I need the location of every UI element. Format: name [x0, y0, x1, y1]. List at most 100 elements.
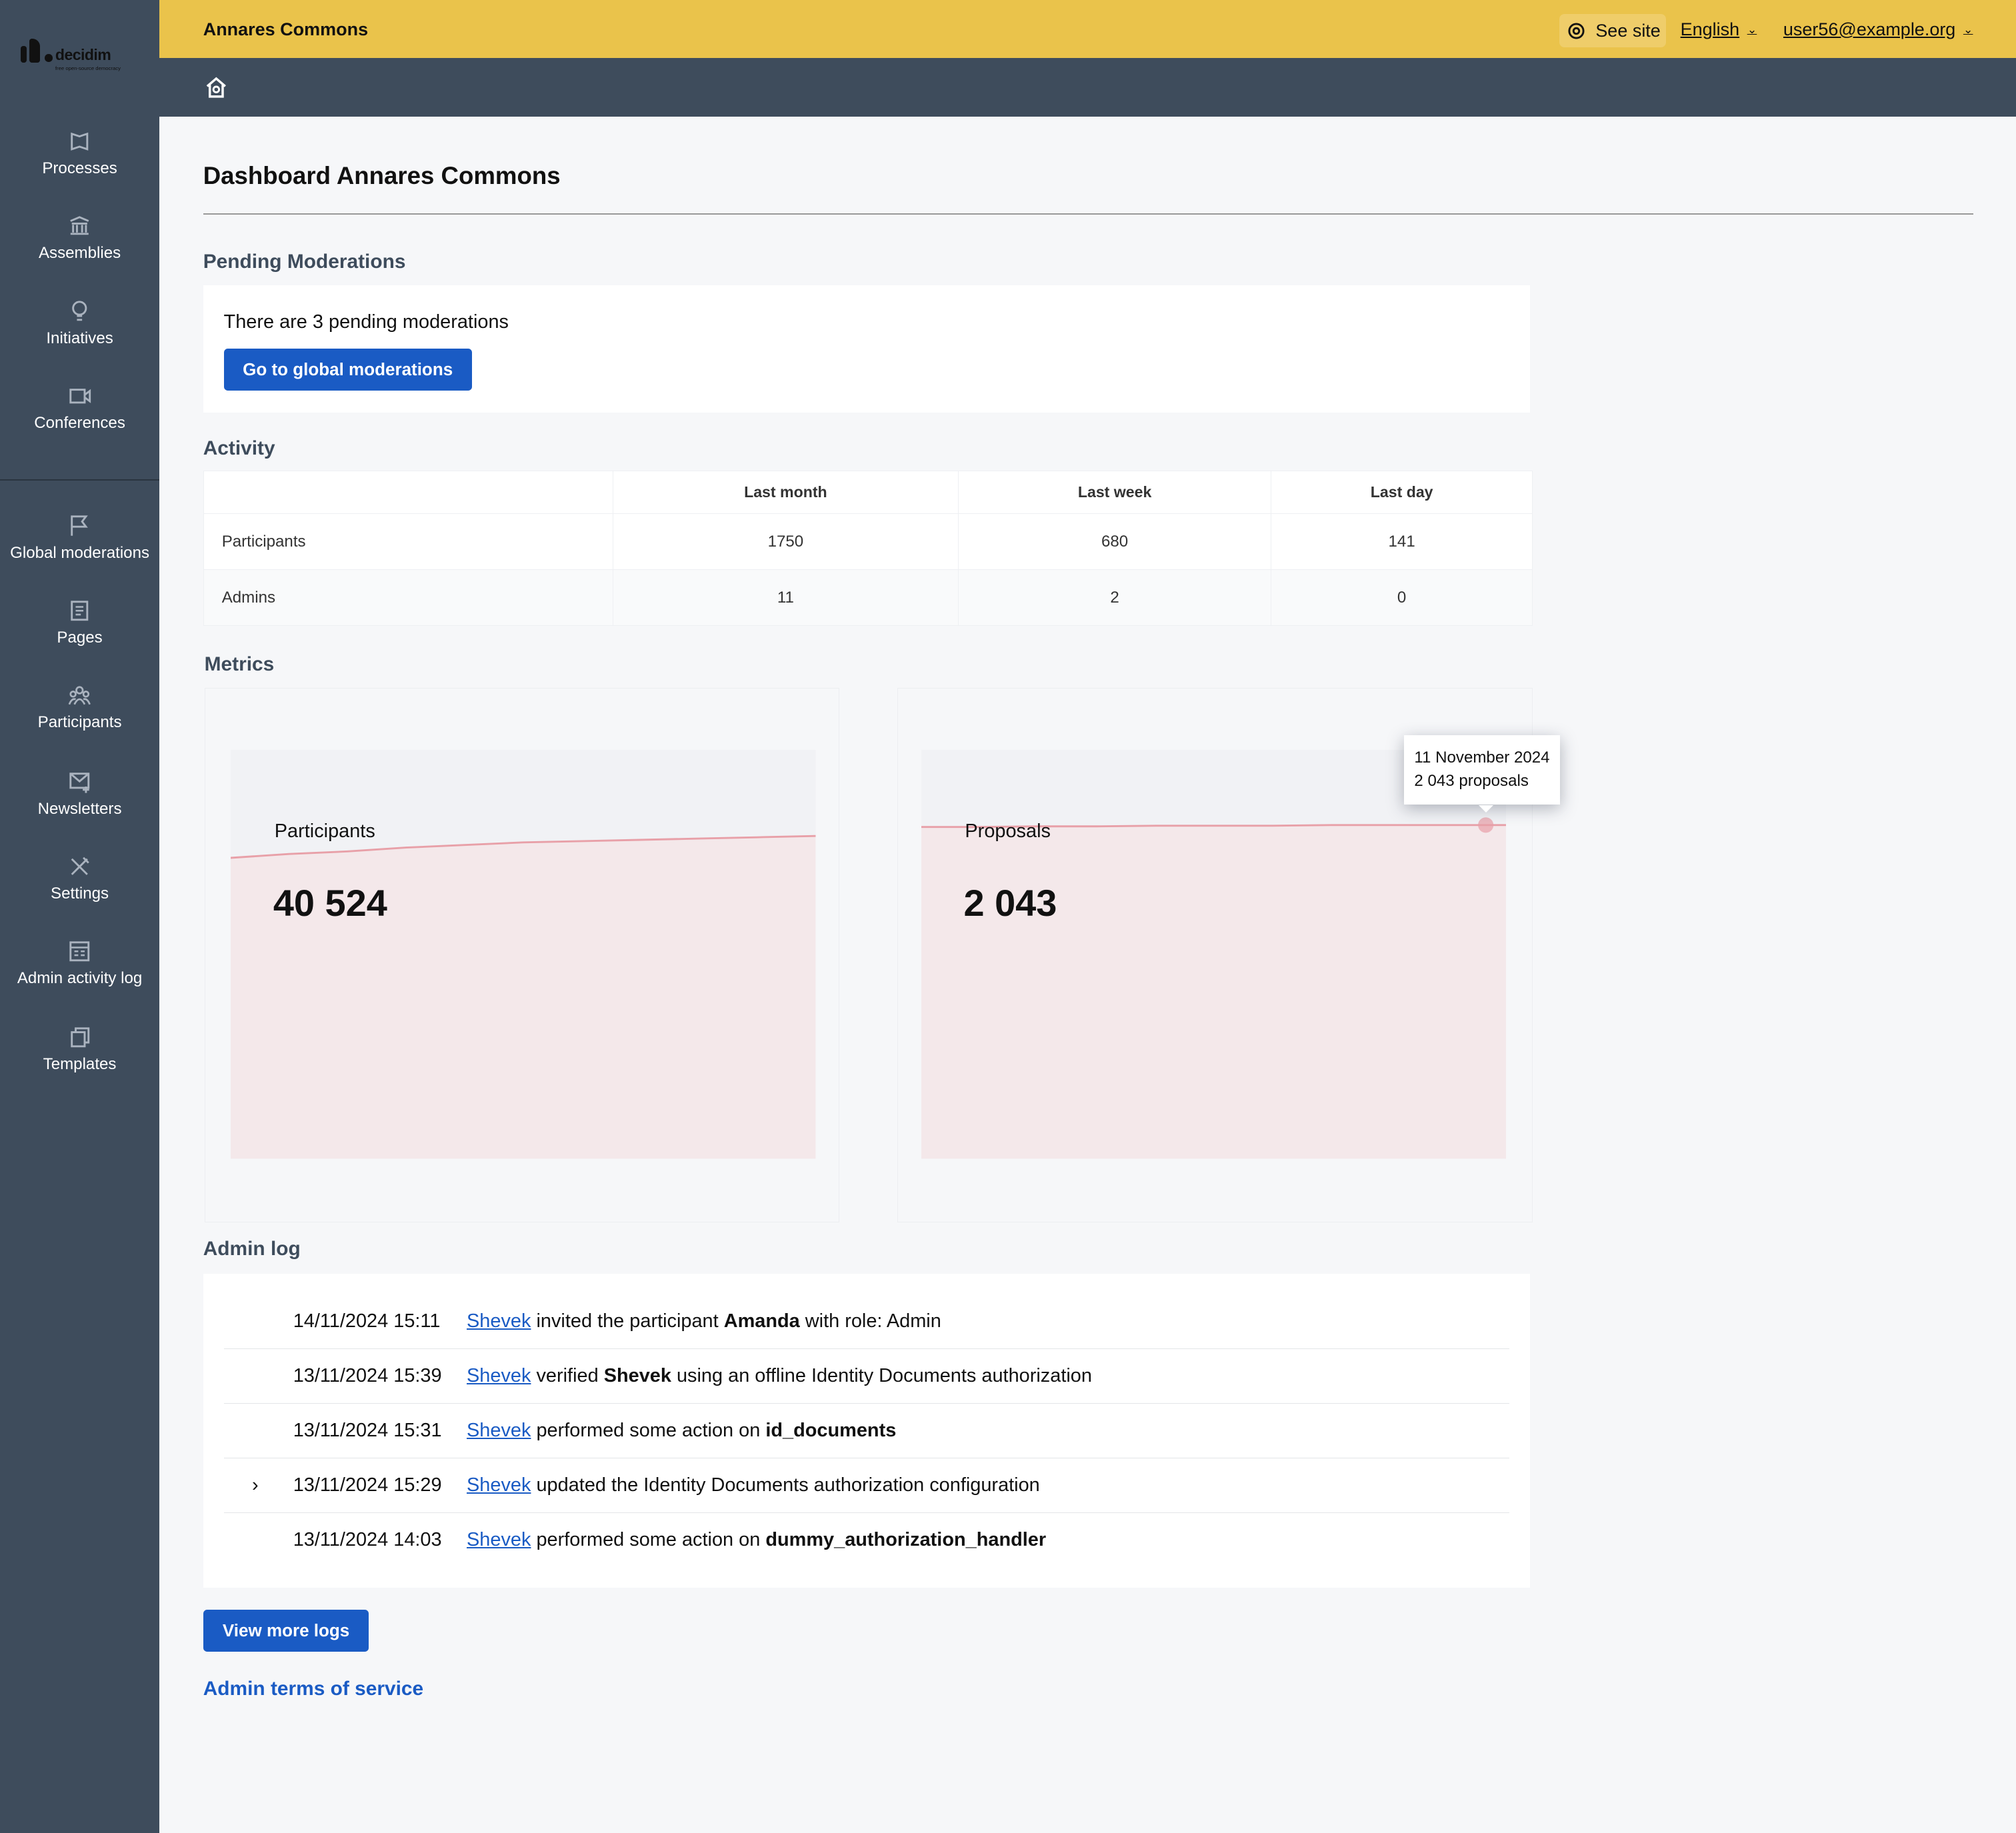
pending-moderations-heading: Pending Moderations: [203, 251, 406, 273]
log-target: Shevek: [603, 1364, 671, 1386]
log-text: using an offline Identity Documents auth…: [671, 1364, 1092, 1386]
user-link[interactable]: Shevek: [467, 1419, 531, 1441]
log-entry: › 13/11/2024 15:29 Shevek updated the Iden…: [223, 1458, 1510, 1513]
sidebar-item-admin-activity-log[interactable]: Admin activity log: [0, 938, 159, 988]
column-header: Last week: [957, 470, 1272, 515]
sidebar-item-label: Pages: [57, 629, 103, 647]
log-message: Shevek performed some action on dummy_au…: [467, 1529, 1046, 1551]
row-label: Participants: [203, 513, 613, 571]
sidebar-item-pages[interactable]: Pages: [0, 598, 159, 647]
proposals-chart: [921, 750, 1507, 1159]
log-message: Shevek invited the participant Amanda wi…: [467, 1310, 941, 1332]
video-icon: [69, 388, 91, 404]
sidebar-item-label: Newsletters: [37, 799, 122, 818]
eye-icon: [1568, 23, 1585, 39]
pending-moderations-card: There are 3 pending moderations Go to gl…: [203, 285, 1530, 413]
log-icon: [69, 941, 90, 962]
sidebar-item-processes[interactable]: Processes: [0, 129, 159, 178]
log-date: 13/11/2024 15:29: [293, 1474, 442, 1496]
sidebar-item-label: Admin activity log: [17, 969, 143, 988]
admin-home-icon[interactable]: [205, 76, 228, 99]
table-header-row: Last month Last week Last day: [203, 470, 1533, 515]
user-link[interactable]: Shevek: [467, 1528, 531, 1550]
tooltip-value: 2 043 proposals: [1414, 772, 1529, 791]
log-text: performed some action on: [531, 1528, 766, 1550]
top-bar: Annares Commons See site English ⌄ user56…: [159, 0, 2016, 58]
log-target: Amanda: [723, 1310, 800, 1332]
title-divider: [203, 213, 1974, 215]
chart-title: Participants: [274, 821, 375, 843]
chart-line: [231, 835, 816, 859]
admin-terms-link[interactable]: Admin terms of service: [203, 1677, 424, 1700]
admin-log-heading: Admin log: [203, 1238, 301, 1260]
sidebar-item-label: Global moderations: [10, 543, 150, 562]
user-link[interactable]: Shevek: [467, 1474, 531, 1496]
sidebar: decidim free open-source democracy Proce…: [0, 0, 160, 1833]
log-entry: 13/11/2024 15:39 Shevek verified Shevek u…: [223, 1349, 1510, 1404]
log-date: 13/11/2024 15:31: [293, 1419, 442, 1441]
log-message: Shevek verified Shevek using an offline …: [467, 1365, 1092, 1387]
assemblies-icon: [70, 216, 89, 235]
user-link[interactable]: Shevek: [467, 1364, 531, 1386]
sidebar-item-settings[interactable]: Settings: [0, 854, 159, 903]
sidebar-item-newsletters[interactable]: Newsletters: [0, 769, 159, 818]
sidebar-item-conferences[interactable]: Conferences: [0, 383, 159, 433]
chart-value: 2 043: [963, 882, 1057, 924]
sidebar-item-label: Participants: [37, 713, 122, 732]
sidebar-item-label: Conferences: [34, 413, 125, 432]
metrics-heading: Metrics: [204, 653, 275, 675]
sidebar-item-global-moderations[interactable]: Global moderations: [0, 513, 159, 562]
page-title: Dashboard Annares Commons: [203, 161, 561, 189]
log-text: with role: Admin: [799, 1310, 941, 1332]
proposals-metric-card[interactable]: Proposals 2 043: [897, 687, 1533, 1223]
see-site-button[interactable]: See site: [1559, 14, 1666, 48]
language-selector[interactable]: English ⌄: [1681, 19, 1757, 40]
sidebar-item-participants[interactable]: Participants: [0, 683, 159, 732]
cell: 2: [957, 569, 1272, 627]
go-to-global-moderations-button[interactable]: Go to global moderations: [223, 348, 472, 391]
lightbulb-icon: [72, 301, 87, 321]
participants-metric-card[interactable]: Participants 40 524: [204, 687, 840, 1223]
table-row: Participants 1750 680 141: [203, 513, 1533, 571]
sidebar-item-templates[interactable]: Templates: [0, 1024, 159, 1074]
cell: 680: [957, 513, 1272, 571]
log-text: verified: [531, 1364, 604, 1386]
log-text: invited the participant: [531, 1310, 724, 1332]
logo-text: decidim: [55, 46, 111, 64]
chevron-right-icon[interactable]: ›: [251, 1474, 259, 1496]
sidebar-item-label: Settings: [51, 884, 109, 903]
pending-moderations-text: There are 3 pending moderations: [223, 311, 509, 333]
chart-point[interactable]: [1477, 817, 1494, 833]
chart-tooltip: 11 November 2024 2 043 proposals: [1403, 735, 1560, 813]
log-text: updated the Identity Documents authoriza…: [531, 1474, 1040, 1496]
mail-icon: [69, 773, 90, 793]
log-date: 13/11/2024 14:03: [293, 1528, 442, 1550]
log-entry: 14/11/2024 15:11 Shevek invited the parti…: [223, 1294, 1510, 1350]
log-message: Shevek updated the Identity Documents au…: [467, 1474, 1040, 1496]
chart-area: [921, 825, 1507, 1159]
chevron-down-icon: ⌄: [1963, 22, 1973, 36]
log-target: id_documents: [765, 1419, 897, 1441]
admin-log-card: 14/11/2024 15:11 Shevek invited the parti…: [203, 1274, 1530, 1588]
user-menu[interactable]: user56@example.org ⌄: [1783, 19, 1973, 40]
chevron-down-icon: ⌄: [1747, 22, 1757, 36]
row-label: Admins: [203, 569, 613, 627]
sidebar-item-assemblies[interactable]: Assemblies: [0, 213, 159, 263]
chart-line: [921, 824, 1507, 829]
processes-icon: [71, 132, 89, 151]
column-header: [203, 470, 613, 515]
breadcrumb-bar: [159, 57, 2016, 117]
sidebar-divider: [0, 479, 160, 481]
log-date: 13/11/2024 15:39: [293, 1364, 442, 1386]
column-header: Last month: [612, 470, 959, 515]
log-entry: 13/11/2024 14:03 Shevek performed some ac…: [224, 1513, 1510, 1567]
templates-icon: [71, 1027, 90, 1048]
activity-heading: Activity: [203, 437, 275, 459]
view-more-logs-button[interactable]: View more logs: [203, 1609, 369, 1652]
decidim-logo[interactable]: decidim free open-source democracy: [20, 38, 143, 75]
user-link[interactable]: Shevek: [467, 1310, 531, 1332]
language-label: English: [1680, 19, 1740, 39]
tooltip-date: 11 November 2024: [1414, 749, 1550, 767]
sidebar-item-initiatives[interactable]: Initiatives: [0, 298, 159, 347]
chart-title: Proposals: [965, 821, 1051, 843]
